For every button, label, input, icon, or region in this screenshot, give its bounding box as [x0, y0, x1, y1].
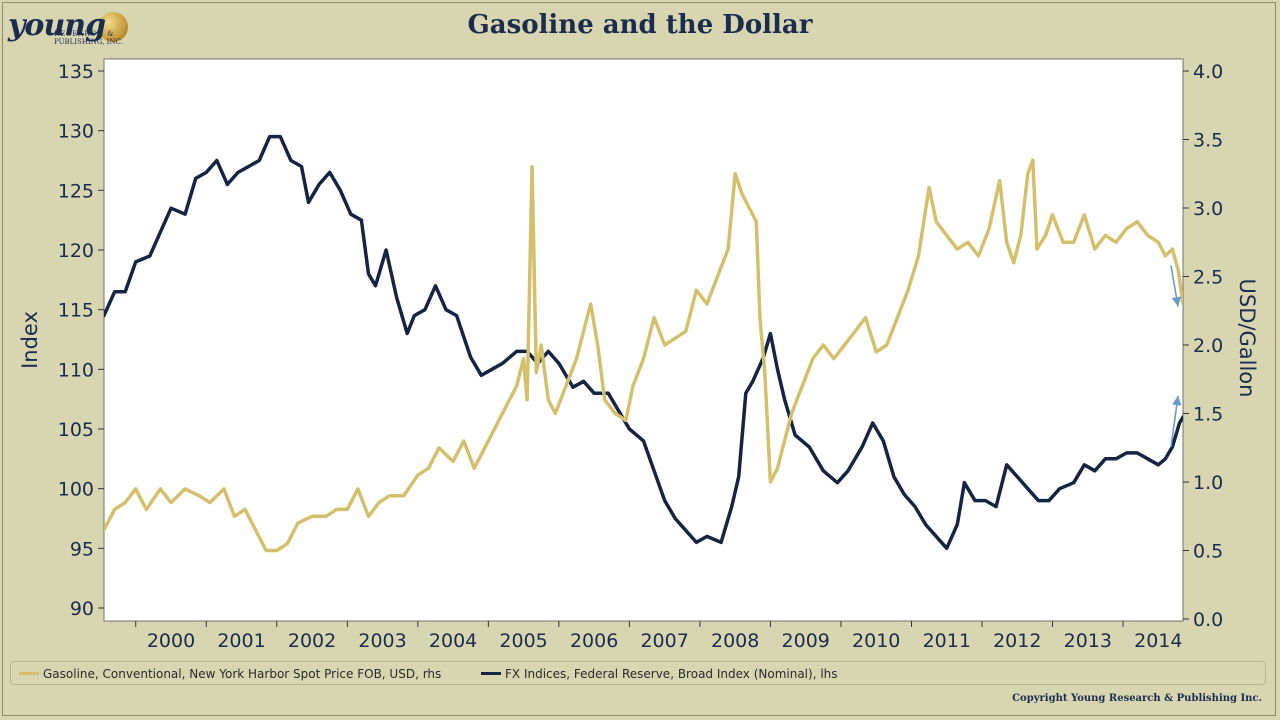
x-tick-label: 2012 — [993, 630, 1041, 652]
x-tick-label: 2013 — [1064, 630, 1112, 652]
series-line-gasoline — [104, 158, 1183, 553]
y-left-tick-label: 120 — [58, 240, 94, 262]
y-left-tick-label: 105 — [58, 419, 94, 441]
x-tick-label: 2000 — [147, 630, 195, 652]
x-tick-label: 2009 — [782, 630, 830, 652]
x-tick-label: 2004 — [429, 630, 477, 652]
y-right-axis-title: USD/Gallon — [1235, 279, 1259, 398]
y-right-tick-label: 1.0 — [1193, 472, 1223, 494]
x-tick-label: 2002 — [288, 630, 336, 652]
x-tick-label: 2011 — [923, 630, 971, 652]
y-right-tick-label: 2.0 — [1193, 335, 1223, 357]
y-right-tick-label: 2.5 — [1193, 267, 1223, 289]
chart-title: Gasoline and the Dollar — [467, 10, 813, 40]
x-tick-label: 2005 — [499, 630, 547, 652]
legend-label-gasoline: Gasoline, Conventional, New York Harbor … — [43, 667, 442, 681]
y-left-tick-label: 100 — [58, 479, 94, 501]
y-left-tick-label: 115 — [58, 300, 94, 322]
copyright: Copyright Young Research & Publishing In… — [1012, 693, 1262, 704]
legend-swatch-gasoline — [19, 672, 39, 675]
legend-label-dollar: FX Indices, Federal Reserve, Broad Index… — [505, 667, 838, 681]
logo-subtitle: RESEARCH & — [54, 30, 115, 38]
y-left-axis-title: Index — [18, 311, 42, 369]
y-left-tick-label: 110 — [58, 359, 94, 381]
legend-swatch-dollar — [481, 672, 501, 675]
legend-item-dollar: FX Indices, Federal Reserve, Broad Index… — [481, 667, 838, 681]
legend: Gasoline, Conventional, New York Harbor … — [10, 661, 1266, 685]
x-tick-label: 2010 — [852, 630, 900, 652]
arrow-up-annotation — [1170, 395, 1182, 448]
plot-area — [103, 58, 1184, 622]
logo-subtitle-2: PUBLISHING, INC. — [54, 38, 123, 46]
y-left-tick-label: 130 — [58, 121, 94, 143]
x-tick-label: 2008 — [711, 630, 759, 652]
x-tick-label: 2003 — [358, 630, 406, 652]
y-right-tick-label: 1.5 — [1193, 404, 1223, 426]
y-left-tick-label: 90 — [70, 598, 94, 620]
arrow-down-annotation — [1170, 265, 1182, 307]
y-right-tick-label: 3.5 — [1193, 130, 1223, 152]
x-tick-label: 2007 — [640, 630, 688, 652]
x-tick-label: 2006 — [570, 630, 618, 652]
x-tick-label: 2001 — [217, 630, 265, 652]
logo: young RESEARCH & PUBLISHING, INC. — [6, 8, 132, 50]
y-left-tick-label: 135 — [58, 61, 94, 83]
globe-icon — [98, 12, 128, 42]
y-left-tick-label: 125 — [58, 180, 94, 202]
y-right-tick-label: 4.0 — [1193, 61, 1223, 83]
series-line-dollar — [104, 134, 1183, 551]
y-left-tick-label: 95 — [70, 538, 94, 560]
y-right-tick-label: 3.0 — [1193, 198, 1223, 220]
y-right-tick-label: 0.0 — [1193, 609, 1223, 631]
logo-word: young — [8, 8, 106, 43]
legend-item-gasoline: Gasoline, Conventional, New York Harbor … — [19, 667, 441, 681]
x-tick-label: 2014 — [1134, 630, 1182, 652]
y-right-tick-label: 0.5 — [1193, 541, 1223, 563]
